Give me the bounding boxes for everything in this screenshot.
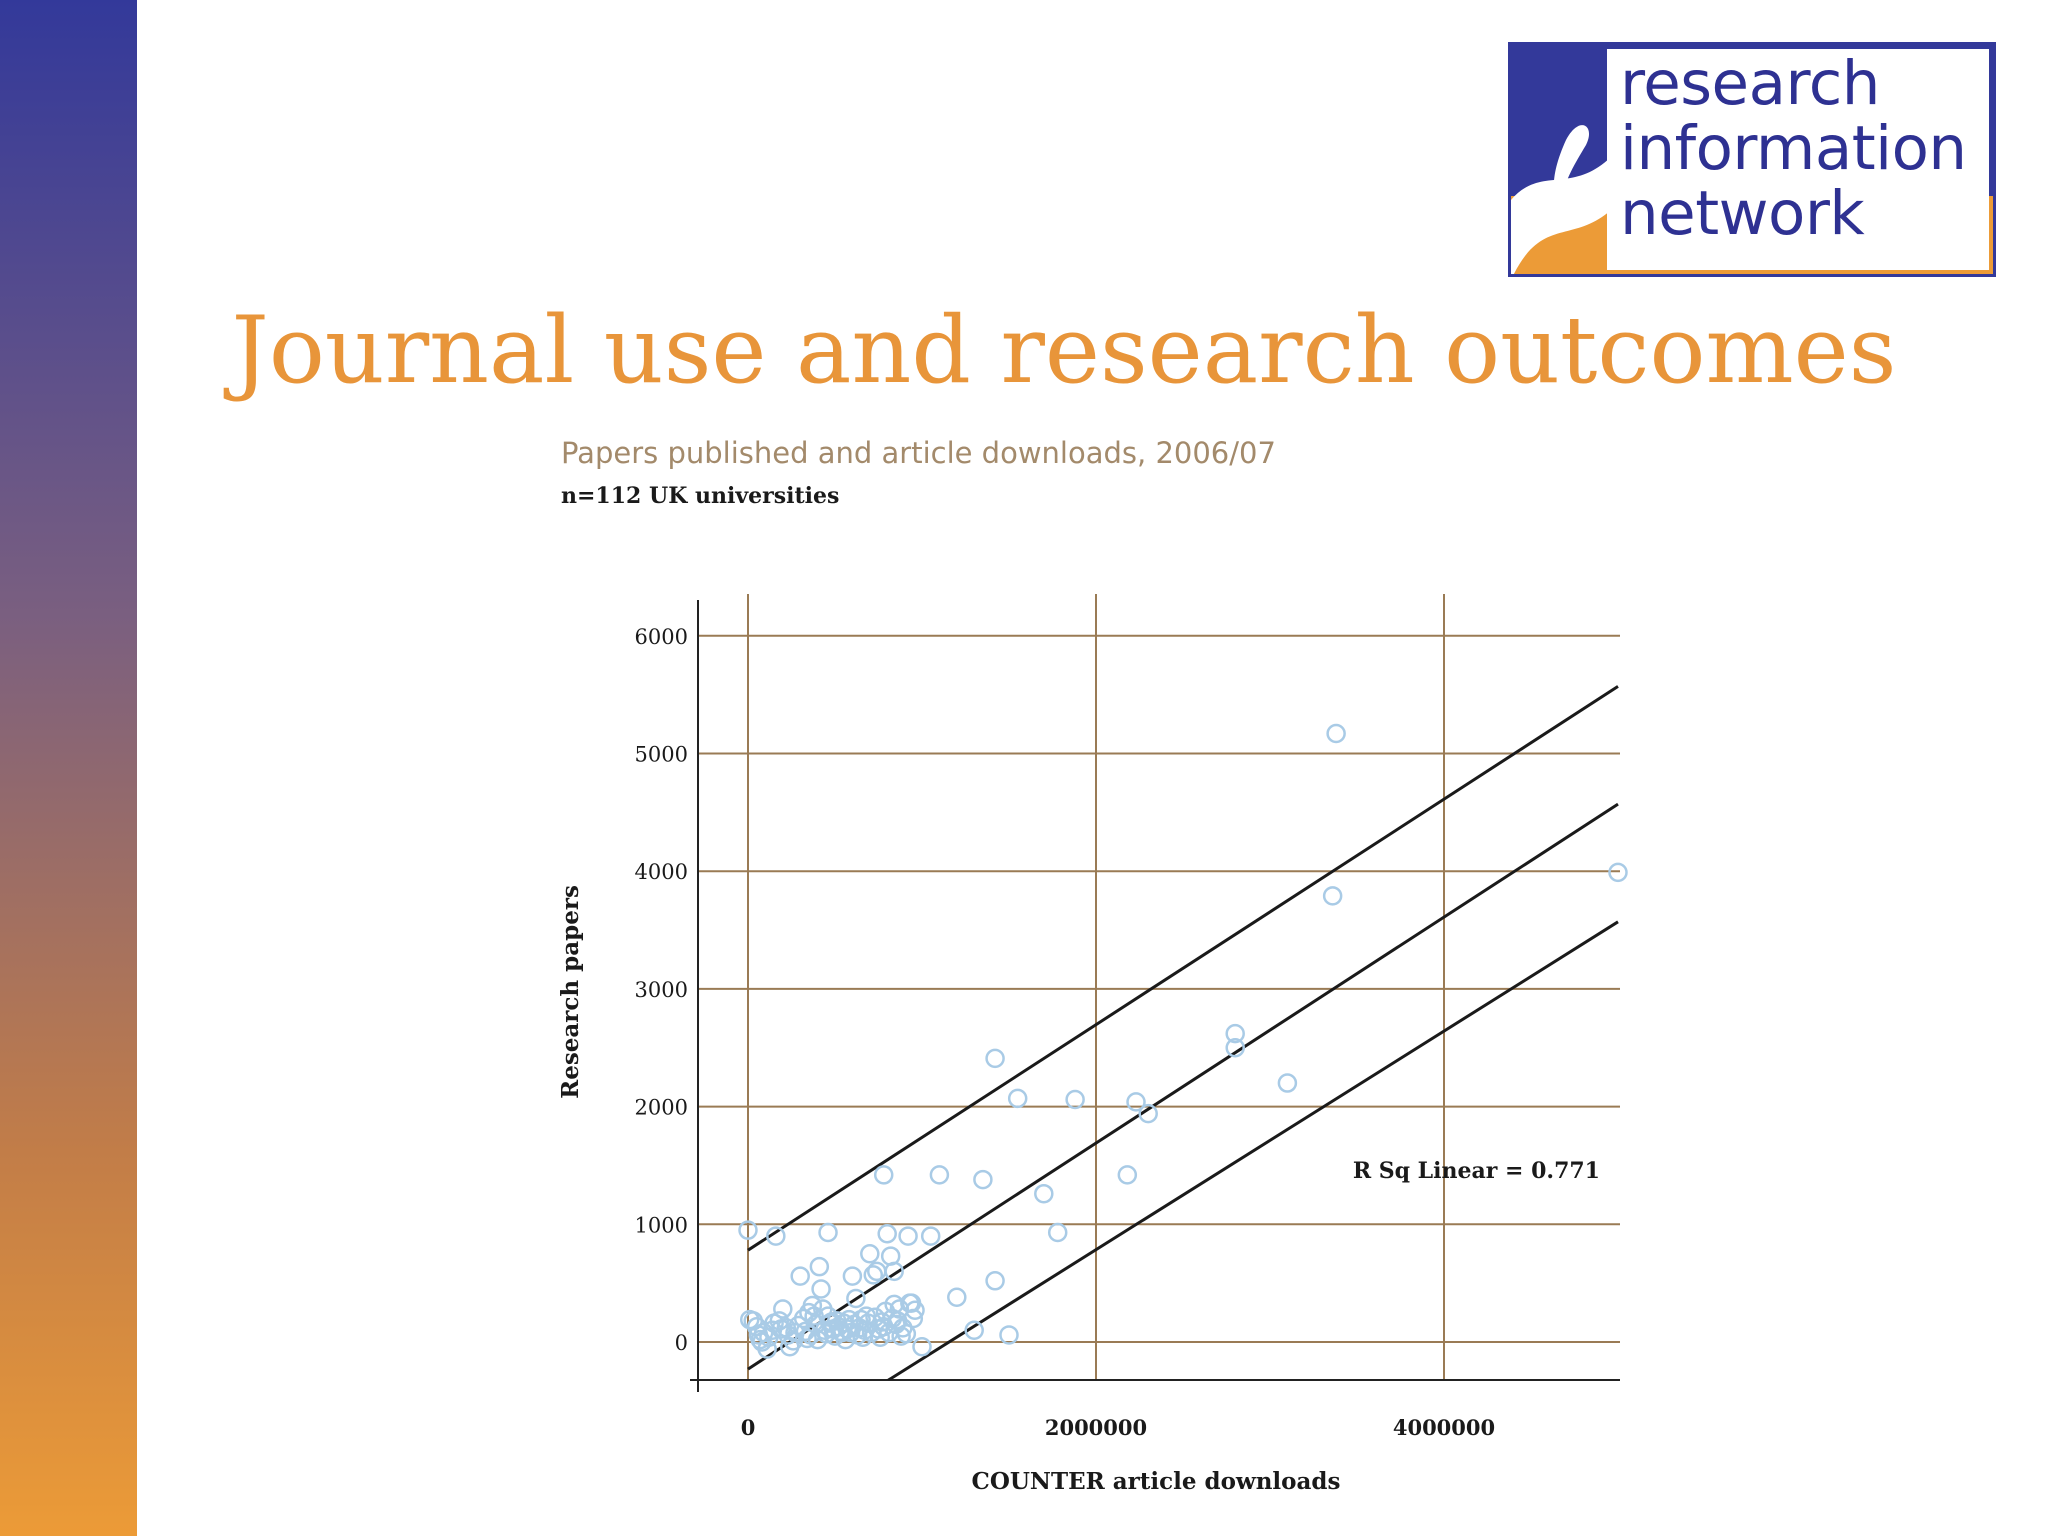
data-point xyxy=(929,1165,950,1185)
data-point xyxy=(738,1220,758,1240)
data-point xyxy=(1007,1088,1028,1109)
r-squared-annotation: R Sq Linear = 0.771 xyxy=(1353,1158,1600,1184)
logo-line-3: network xyxy=(1620,178,1865,249)
data-point xyxy=(898,1226,918,1246)
research-information-network-logo: research information network xyxy=(1508,42,1996,277)
y-tick-label: 6000 xyxy=(635,625,688,649)
data-point xyxy=(999,1325,1019,1345)
data-point xyxy=(818,1222,838,1243)
fit-line-lower xyxy=(886,920,1619,1380)
data-point xyxy=(1608,862,1628,883)
y-tick-label: 1000 xyxy=(635,1213,688,1237)
data-point xyxy=(912,1336,932,1357)
x-tick-label: 0 xyxy=(741,1415,756,1440)
data-point xyxy=(790,1266,810,1286)
data-point xyxy=(1326,723,1346,744)
chart-title: Papers published and article downloads, … xyxy=(561,436,1276,470)
data-point xyxy=(1225,1038,1245,1058)
x-axis-label: COUNTER article downloads xyxy=(972,1468,1341,1495)
slide-title: Journal use and research outcomes xyxy=(231,296,1897,404)
data-point xyxy=(985,1271,1005,1291)
data-point xyxy=(846,1288,866,1309)
data-point xyxy=(1225,1023,1245,1044)
data-point xyxy=(875,1301,896,1322)
data-point xyxy=(877,1223,897,1244)
data-point xyxy=(860,1243,880,1264)
data-point xyxy=(1034,1183,1054,1204)
data-point xyxy=(867,1261,887,1282)
data-point xyxy=(1117,1165,1138,1185)
data-point xyxy=(973,1169,993,1190)
y-tick-label: 3000 xyxy=(635,978,688,1002)
y-axis-label: Research papers xyxy=(557,885,584,1099)
data-point xyxy=(872,1312,892,1332)
y-tick-label: 0 xyxy=(675,1331,688,1355)
logo-i-mark-icon xyxy=(1511,125,1611,274)
data-point xyxy=(889,1299,910,1319)
data-point xyxy=(802,1295,823,1316)
logo-wordmark: research information network xyxy=(1620,51,1967,246)
data-point xyxy=(766,1226,786,1246)
side-gradient-band xyxy=(0,0,137,1536)
fit-line-fit xyxy=(747,802,1619,1371)
data-point xyxy=(1322,886,1343,906)
data-point xyxy=(985,1048,1005,1069)
data-point xyxy=(1065,1089,1085,1110)
data-point xyxy=(739,1309,760,1330)
data-point xyxy=(809,1256,830,1277)
data-point xyxy=(1126,1092,1146,1112)
data-point xyxy=(920,1226,941,1246)
data-point xyxy=(773,1299,793,1319)
y-tick-label: 5000 xyxy=(635,743,688,767)
fit-line-upper xyxy=(747,685,1619,1252)
logo-line-2: information xyxy=(1620,113,1967,184)
data-point xyxy=(797,1328,817,1349)
data-point xyxy=(964,1320,984,1340)
data-point xyxy=(863,1265,884,1285)
chart-subtitle: n=112 UK universities xyxy=(561,483,840,509)
data-point xyxy=(884,1261,904,1282)
data-point xyxy=(1277,1073,1298,1093)
data-point xyxy=(1047,1222,1068,1243)
data-point xyxy=(842,1266,863,1286)
data-point xyxy=(811,1279,831,1299)
x-tick-label: 4000000 xyxy=(1393,1415,1495,1440)
data-point xyxy=(1138,1103,1158,1124)
y-tick-label: 2000 xyxy=(635,1096,688,1120)
logo-white-panel xyxy=(1607,49,1989,270)
data-point xyxy=(903,1308,924,1329)
logo-line-1: research xyxy=(1620,48,1880,119)
x-tick-label: 2000000 xyxy=(1045,1415,1147,1440)
data-point xyxy=(947,1287,967,1308)
data-point xyxy=(873,1165,894,1185)
y-tick-label: 4000 xyxy=(635,860,688,884)
